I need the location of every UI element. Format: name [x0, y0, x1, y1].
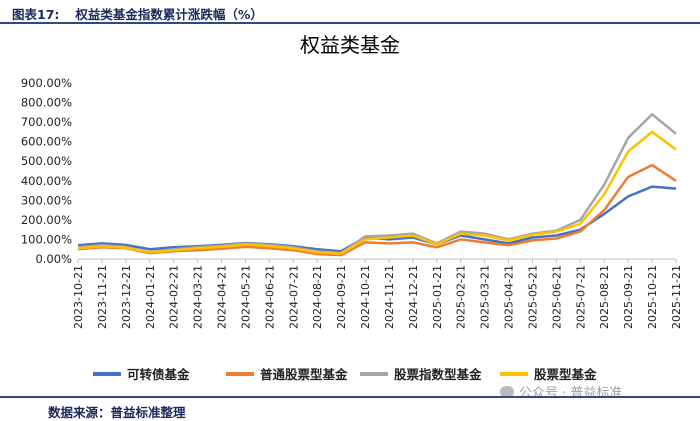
x-tick-label: 2024-07-21 [287, 265, 300, 329]
y-axis: 0.00% 100.00% 200.00% 300.00% 400.00% 500.00%… [21, 76, 676, 266]
y-tick-label: 400.00% [21, 174, 72, 188]
y-tick-label: 500.00% [21, 154, 72, 168]
y-tick-label: 0.00% [35, 252, 72, 266]
watermark-text: 公众号 · 普益标准 [519, 386, 623, 401]
x-tick-label: 2024-11-21 [383, 265, 396, 329]
x-tick-label: 2025-07-21 [574, 265, 587, 329]
series-line [77, 185, 677, 253]
chart-title: 权益类基金 [300, 33, 400, 57]
x-tick-label: 2024-12-21 [407, 265, 420, 329]
x-tick-label: 2025-11-21 [670, 265, 683, 329]
figure-source: 数据来源：普益标准整理 [48, 405, 186, 420]
wechat-icon [500, 386, 514, 398]
legend-label: 可转债基金 [127, 367, 190, 382]
x-tick-label: 2024-08-21 [311, 265, 324, 329]
x-tick-label: 2025-02-21 [455, 265, 468, 329]
x-tick-label: 2025-08-21 [598, 265, 611, 329]
series-line [77, 130, 677, 255]
series-line [77, 113, 677, 255]
x-tick-label: 2023-12-21 [120, 265, 133, 329]
x-tick-label: 2024-04-21 [216, 265, 229, 329]
x-tick-label: 2025-10-21 [646, 265, 659, 329]
x-tick-label: 2025-05-21 [526, 265, 539, 329]
x-tick-label: 2025-04-21 [503, 265, 516, 329]
x-tick-label: 2025-09-21 [622, 265, 635, 329]
x-tick-label: 2024-01-21 [144, 265, 157, 329]
plot-area [77, 113, 677, 257]
y-tick-label: 700.00% [21, 115, 72, 129]
x-tick-label: 2024-09-21 [335, 265, 348, 329]
figure-header: 图表17: 权益类基金指数累计涨跌幅（%） [12, 4, 263, 23]
x-tick-label: 2023-10-21 [72, 265, 85, 329]
x-tick-label: 2025-03-21 [479, 265, 492, 329]
x-tick-label: 2024-06-21 [263, 265, 276, 329]
y-tick-label: 600.00% [21, 135, 72, 149]
x-tick-label: 2023-11-21 [96, 265, 109, 329]
figure-title: 权益类基金指数累计涨跌幅（%） [75, 7, 263, 22]
y-tick-label: 100.00% [21, 232, 72, 246]
legend-label: 股票型基金 [534, 367, 597, 382]
y-tick-label: 900.00% [21, 76, 72, 90]
x-axis: 2023-10-21 2023-11-21 2023-12-21 2024-01-21… [72, 259, 683, 329]
y-tick-label: 200.00% [21, 213, 72, 227]
header-rule [0, 22, 700, 24]
y-tick-label: 300.00% [21, 193, 72, 207]
legend-label: 股票指数型基金 [394, 367, 482, 382]
footer-rule [0, 396, 700, 398]
x-tick-label: 2024-03-21 [192, 265, 205, 329]
figure-number: 图表17: [12, 7, 60, 22]
legend: 可转债基金 普通股票型基金 股票指数型基金 股票型基金 [93, 367, 597, 382]
x-tick-label: 2024-02-21 [168, 265, 181, 329]
x-tick-label: 2025-01-21 [431, 265, 444, 329]
x-tick-label: 2024-05-21 [239, 265, 252, 329]
legend-label: 普通股票型基金 [260, 367, 348, 382]
x-tick-label: 2024-10-21 [359, 265, 372, 329]
x-tick-label: 2025-06-21 [550, 265, 563, 329]
y-tick-label: 800.00% [21, 96, 72, 110]
watermark: 公众号 · 普益标准 [500, 382, 622, 401]
